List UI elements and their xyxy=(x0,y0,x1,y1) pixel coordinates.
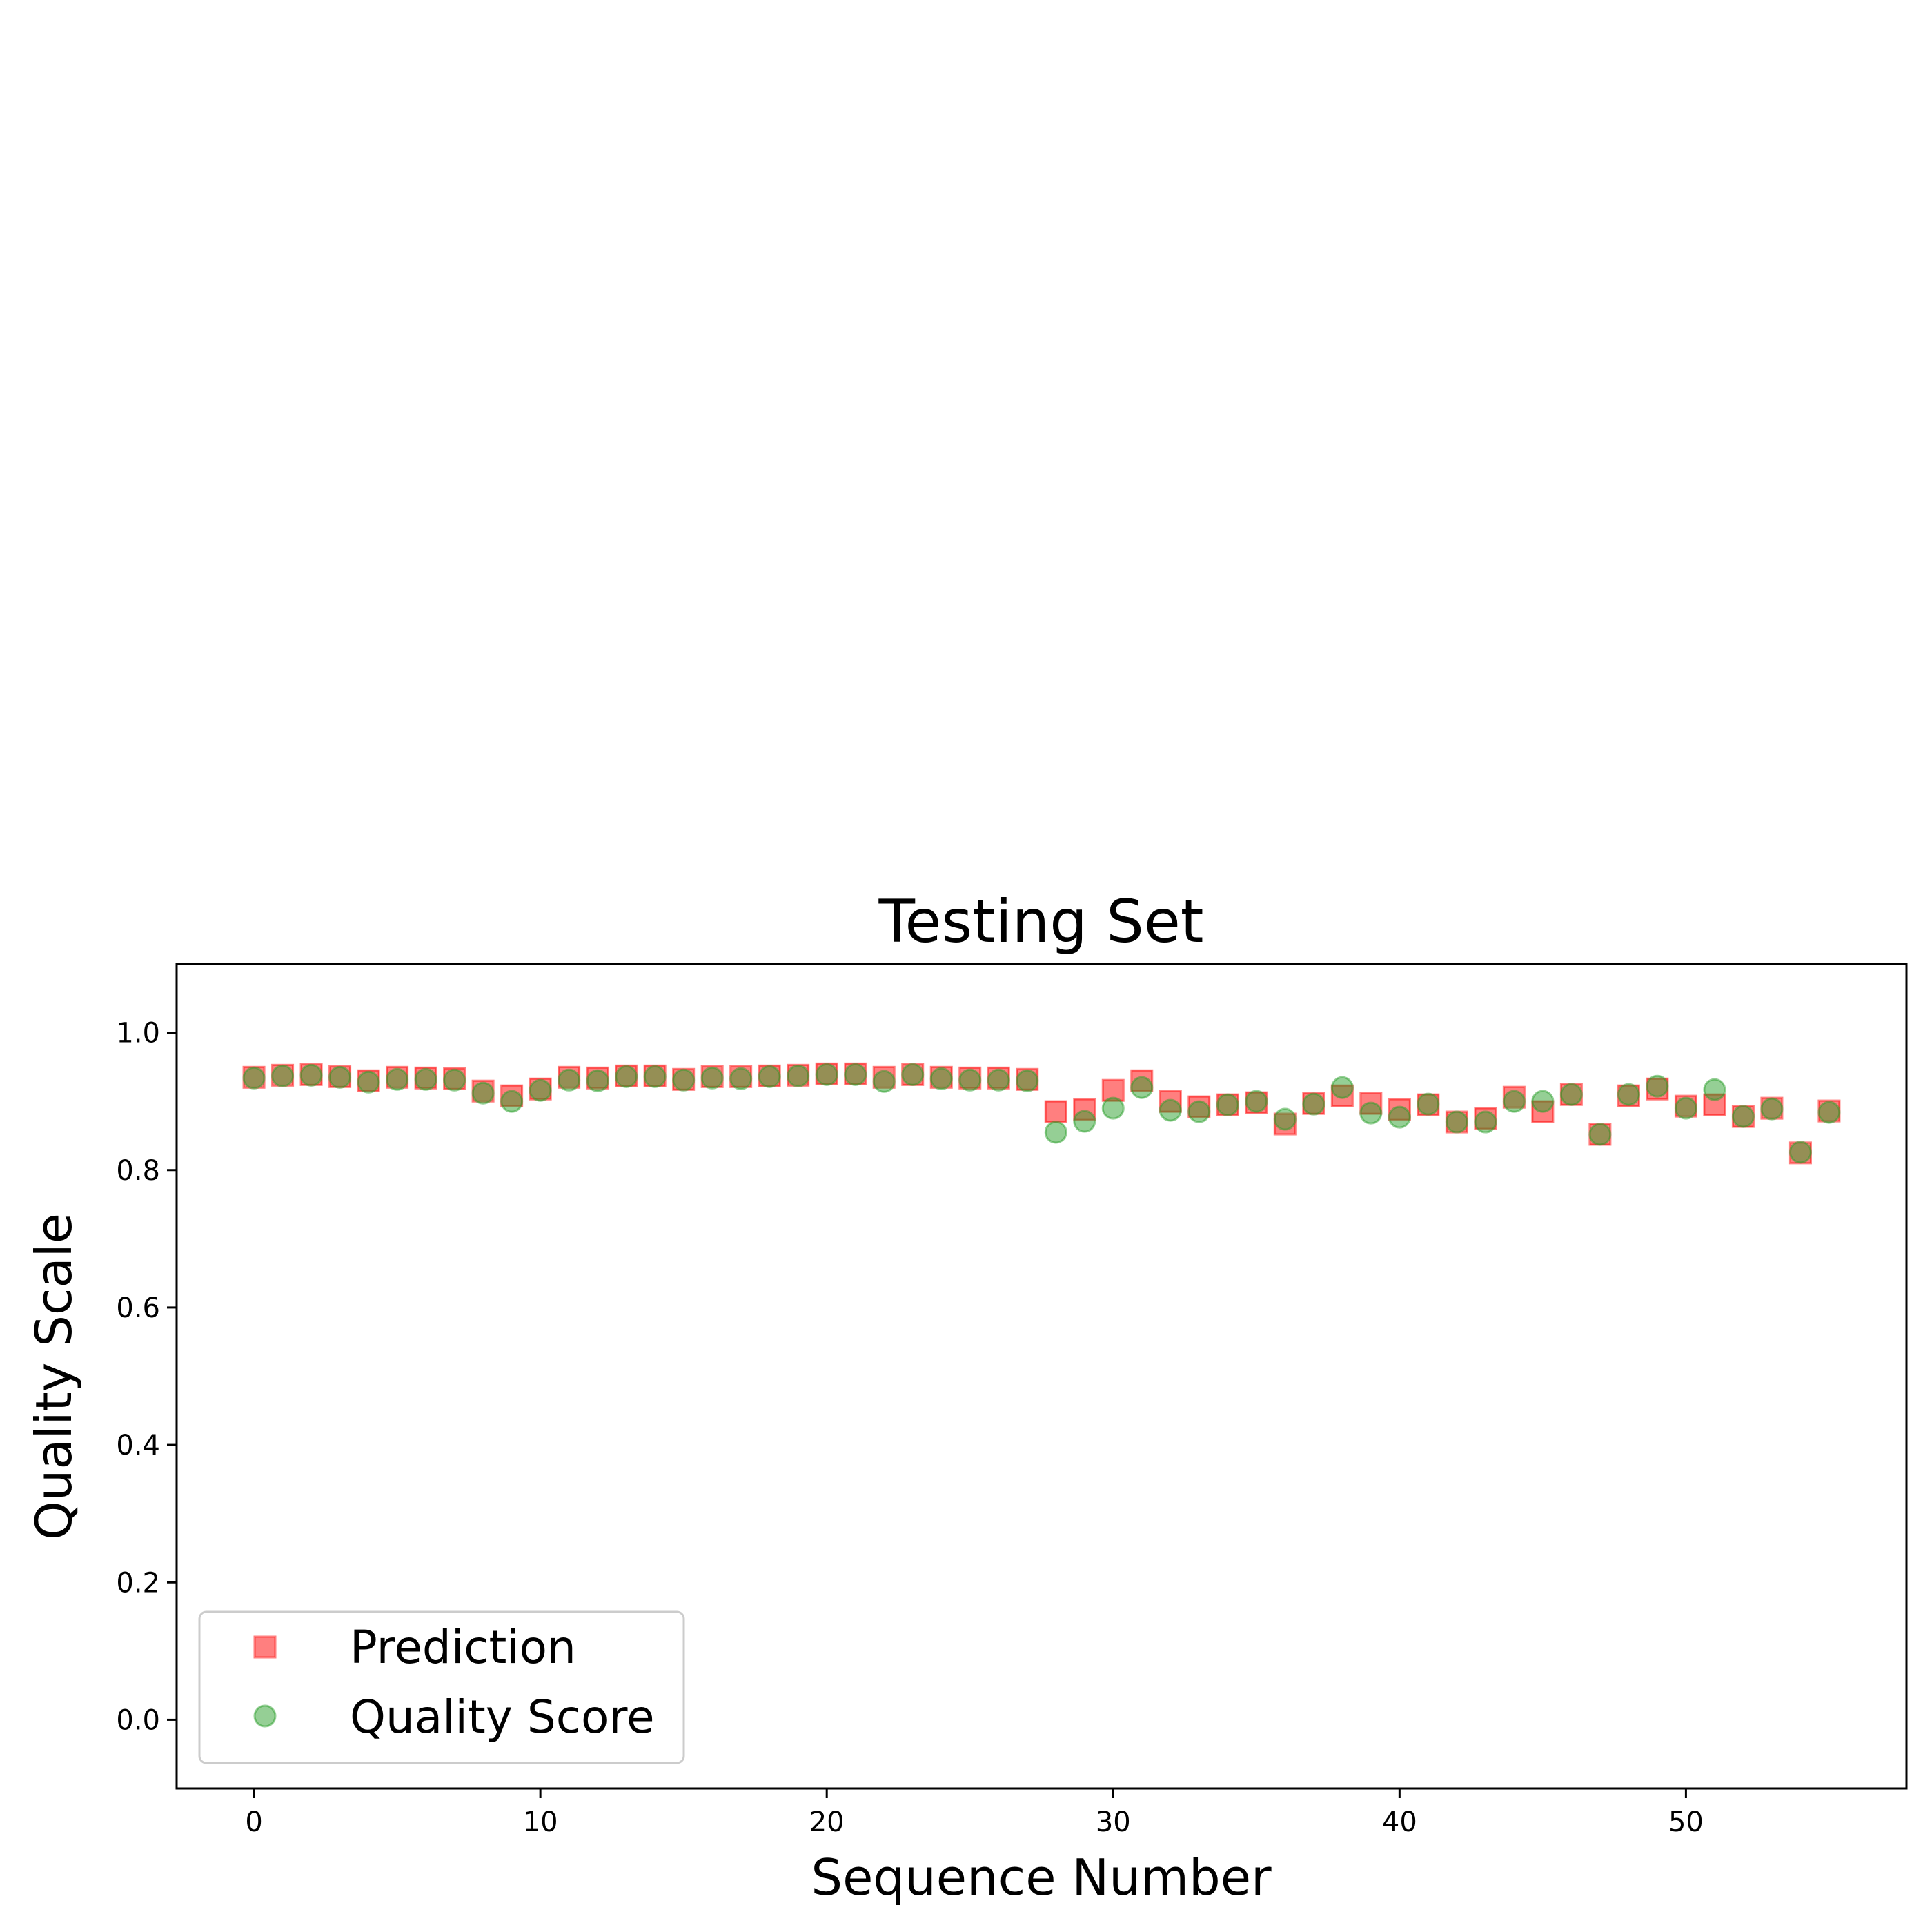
quality-score-point xyxy=(872,1070,896,1093)
quality-score-point xyxy=(357,1070,380,1094)
quality-score-point xyxy=(844,1063,867,1086)
y-tick-label: 0.6 xyxy=(116,1292,160,1324)
quality-score-point xyxy=(242,1066,266,1090)
quality-score-point xyxy=(901,1063,925,1086)
y-tick-label: 0.2 xyxy=(116,1567,160,1599)
quality-score-point xyxy=(1245,1090,1268,1113)
quality-score-point xyxy=(815,1063,838,1086)
quality-score-point xyxy=(1388,1105,1411,1129)
x-tick-label: 30 xyxy=(1096,1806,1131,1838)
quality-score-point xyxy=(1445,1110,1468,1134)
quality-score-point xyxy=(328,1065,352,1089)
x-axis-label: Sequence Number xyxy=(811,1849,1272,1906)
quality-score-point xyxy=(1216,1093,1239,1116)
quality-score-point xyxy=(787,1064,810,1087)
quality-score-point xyxy=(758,1065,781,1088)
quality-score-point xyxy=(414,1067,437,1091)
quality-score-point xyxy=(1559,1083,1583,1106)
quality-score-point xyxy=(1073,1110,1096,1133)
x-tick-label: 20 xyxy=(809,1806,845,1838)
quality-score-point xyxy=(1417,1092,1440,1116)
quality-score-point xyxy=(1187,1100,1211,1123)
quality-score-point xyxy=(929,1067,953,1090)
quality-score-point xyxy=(1273,1107,1297,1131)
legend-frame xyxy=(198,1610,685,1764)
quality-score-point xyxy=(1731,1105,1755,1128)
quality-score-point xyxy=(1817,1101,1841,1124)
y-tick-label: 0.8 xyxy=(116,1155,160,1187)
prediction-point xyxy=(1044,1100,1067,1123)
legend-label-quality-score: Quality Score xyxy=(350,1690,655,1744)
quality-score-point xyxy=(1788,1141,1812,1164)
x-axis-ticks: 0 10 20 30 40 50 xyxy=(245,1788,1704,1838)
quality-score-point xyxy=(1302,1092,1325,1116)
quality-score-point xyxy=(1531,1090,1555,1113)
quality-score-point xyxy=(1016,1069,1039,1092)
quality-score-point xyxy=(643,1065,667,1088)
quality-score-point xyxy=(1703,1078,1726,1101)
plot-frame xyxy=(175,963,1908,1790)
y-tick-label: 0.0 xyxy=(116,1704,160,1736)
y-tick-label: 1.0 xyxy=(116,1018,160,1049)
quality-score-point xyxy=(1474,1110,1497,1134)
x-tick-label: 10 xyxy=(523,1806,558,1838)
x-tick-label: 0 xyxy=(245,1806,262,1838)
legend-marker-prediction xyxy=(253,1635,277,1659)
quality-score-point xyxy=(443,1068,466,1092)
quality-score-point xyxy=(586,1069,609,1092)
quality-score-point xyxy=(1617,1083,1640,1106)
quality-score-point xyxy=(386,1067,409,1091)
quality-score-point xyxy=(1044,1121,1067,1144)
quality-score-point xyxy=(1130,1076,1154,1099)
quality-score-point xyxy=(1330,1076,1354,1099)
quality-score-point xyxy=(958,1068,982,1092)
quality-score-point xyxy=(1674,1096,1697,1120)
quality-score-point xyxy=(500,1090,524,1113)
legend: Prediction Quality Score xyxy=(198,1610,685,1764)
quality-score-point xyxy=(729,1067,753,1090)
quality-score-point xyxy=(615,1065,638,1088)
quality-score-point xyxy=(672,1068,696,1092)
quality-score-point xyxy=(271,1064,295,1087)
chart-title: Testing Set xyxy=(878,887,1204,956)
quality-score-point xyxy=(1101,1096,1125,1120)
quality-score-point xyxy=(558,1068,581,1092)
x-tick-label: 40 xyxy=(1382,1806,1417,1838)
quality-score-point xyxy=(1646,1074,1669,1098)
y-axis-ticks: 0.0 0.2 0.4 0.6 0.8 1.0 xyxy=(116,1018,177,1736)
legend-label-prediction: Prediction xyxy=(350,1621,576,1674)
data-markers xyxy=(242,1062,1841,1165)
quality-score-point xyxy=(299,1063,323,1087)
x-tick-label: 50 xyxy=(1668,1806,1704,1838)
quality-score-point xyxy=(1359,1101,1383,1125)
y-tick-label: 0.4 xyxy=(116,1430,160,1461)
quality-score-point xyxy=(1502,1090,1526,1113)
y-axis-label: Quality Scale xyxy=(25,1213,83,1540)
quality-score-point xyxy=(471,1081,495,1105)
quality-score-point xyxy=(700,1066,724,1090)
quality-score-point xyxy=(987,1068,1010,1092)
quality-score-point xyxy=(1760,1097,1784,1121)
quality-score-point xyxy=(529,1078,552,1102)
quality-score-point xyxy=(1588,1123,1612,1146)
quality-score-point xyxy=(1159,1098,1182,1122)
legend-marker-quality-score xyxy=(253,1704,277,1728)
